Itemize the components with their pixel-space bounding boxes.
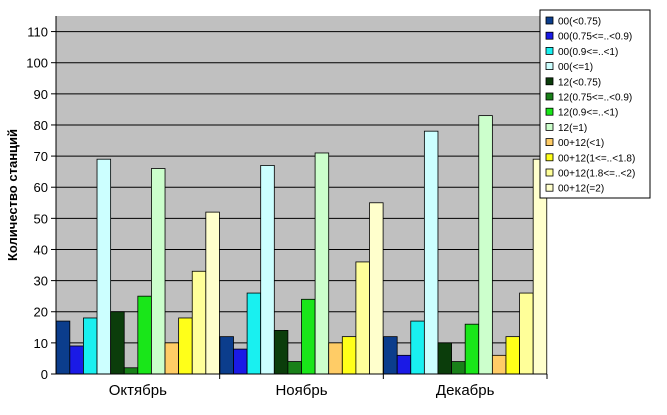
legend-label: 00+12(1<=..<1.8)	[558, 153, 635, 164]
legend-swatch	[545, 16, 554, 25]
bar	[260, 165, 275, 375]
bar	[191, 270, 207, 375]
bar	[246, 292, 262, 375]
y-tick-label: 100	[26, 56, 48, 71]
bar	[383, 336, 398, 375]
bar	[314, 152, 330, 375]
bar	[219, 336, 234, 375]
legend-swatch	[545, 47, 554, 55]
bar	[464, 323, 480, 375]
bar	[396, 354, 412, 375]
bar	[423, 130, 439, 375]
bar	[164, 342, 180, 375]
legend: 00(<0.75) 00(0.75<=..<0.9) 00(0.9<=..<1) 00…	[539, 9, 651, 199]
y-tick-label: 40	[34, 242, 48, 257]
y-tick-label: 90	[34, 87, 48, 102]
bar	[55, 320, 71, 375]
bar	[151, 168, 166, 375]
legend-label: 00(0.75<=..<0.9)	[558, 32, 632, 43]
legend-swatch	[545, 123, 554, 131]
x-tick-label: Ноябрь	[275, 382, 327, 399]
y-tick-label: 70	[34, 149, 48, 164]
legend-swatch	[545, 107, 554, 116]
bar	[519, 292, 534, 375]
legend-label: 12(0.9<=..<1)	[558, 108, 618, 119]
legend-label: 00(0.9<=..<1)	[558, 47, 618, 58]
y-ticks: 0 10 20 30 40 50 60 70 80 90 100 110	[26, 25, 56, 382]
legend-swatch	[545, 153, 554, 162]
legend-swatch	[545, 168, 554, 177]
bar	[137, 295, 152, 375]
bar	[301, 298, 316, 375]
bar	[233, 348, 248, 375]
bar	[478, 115, 493, 375]
x-tick-label: Декабрь	[436, 382, 495, 399]
bar	[328, 342, 343, 375]
x-tick-label: Октябрь	[109, 382, 167, 399]
legend-swatch	[545, 31, 554, 40]
bar	[369, 202, 384, 375]
y-tick-label: 20	[34, 305, 48, 320]
bar	[410, 320, 425, 375]
bar	[205, 211, 220, 375]
bar	[83, 317, 98, 375]
legend-label: 00+12(<1)	[558, 138, 604, 149]
legend-label: 12(=1)	[558, 123, 587, 134]
legend-label: 00(<=1)	[558, 62, 593, 73]
legend-swatch	[545, 183, 554, 192]
y-tick-label: 60	[34, 180, 48, 195]
legend-swatch	[545, 92, 554, 101]
legend-box	[539, 9, 651, 199]
y-tick-label: 50	[34, 211, 48, 226]
legend-swatch	[545, 138, 554, 147]
legend-swatch	[545, 62, 554, 70]
y-tick-label: 30	[34, 274, 48, 289]
bar	[437, 342, 452, 375]
bar	[96, 158, 112, 375]
bar	[123, 367, 139, 375]
bar	[341, 336, 357, 375]
bar	[355, 261, 370, 375]
legend-label: 00+12(=2)	[558, 184, 604, 195]
legend-label: 00+12(1.8<=..<2)	[558, 169, 635, 180]
bar	[505, 336, 520, 375]
bar	[69, 345, 84, 375]
bar	[287, 361, 302, 375]
bar	[273, 330, 289, 375]
legend-label: 00(<0.75)	[558, 17, 601, 28]
bar	[451, 361, 466, 375]
bar	[491, 354, 507, 375]
bar	[178, 317, 193, 375]
y-tick-label: 110	[27, 25, 48, 40]
y-axis-label: Количество станций	[5, 129, 20, 261]
legend-label: 12(<0.75)	[558, 77, 601, 88]
bar	[110, 311, 125, 375]
y-tick-label: 0	[41, 367, 48, 382]
legend-label: 12(0.75<=..<0.9)	[558, 93, 632, 104]
x-ticks: Октябрь Ноябрь Декабрь	[109, 374, 548, 399]
y-tick-label: 80	[34, 118, 48, 133]
legend-swatch	[545, 77, 554, 86]
y-tick-label: 10	[34, 336, 48, 351]
